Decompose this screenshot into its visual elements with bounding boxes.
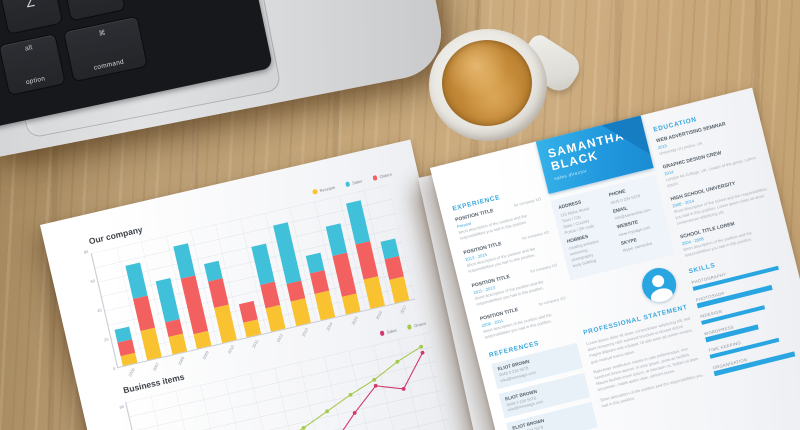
bar-segment-sales [251,243,276,285]
bar-segment-orders [180,275,209,335]
bar-x-tick: 2013 [300,327,309,338]
bar-x-tick: 2016 [374,310,384,321]
legend-label: Sales [386,327,398,335]
bar-x-tick: 2009 [201,350,210,361]
key-c [0,0,1,44]
key-x: X [59,0,126,22]
data-point-sales [401,386,406,391]
contact-section: ADDRESS 123 Alpha Street Town / City State… [550,174,676,281]
coffee-crema [442,40,532,126]
bar-segment-orders [331,252,357,298]
avatar [638,264,680,306]
bar-x-tick: 2006 [127,367,136,378]
legend-item: Orders [406,320,427,330]
legend-item: Orders [372,172,392,181]
legend-dot [372,175,378,181]
line-y-tick: 80 [119,403,125,410]
line-series-sales [161,352,424,430]
bar-y-tick: 80 [83,248,89,255]
key-z: Z [0,0,64,35]
bar-segment-orders [133,295,156,332]
legend-item: Sales [379,328,397,337]
bar-x-tick: 2014 [325,321,334,332]
legend-label: Receipts [319,184,336,194]
data-point-orders [325,409,329,414]
bar-x-tick: 2007 [151,361,161,372]
bar-segment-sales [125,261,149,299]
bar-segment-orders [260,281,281,309]
bar-y-tick: 40 [96,307,103,314]
avatar-person-icon [650,273,666,289]
bar-x-tick: 2015 [349,315,359,326]
legend-dot [406,324,413,330]
references-list: ELIOT BROWN 0049 0 234 5678 eliot@message.… [491,342,598,430]
bar-stack [155,278,187,355]
data-point-orders [301,425,306,430]
bar-x-tick: 2008 [176,355,186,366]
bar-x-tick: 2010 [226,344,235,355]
bar-segment-orders [355,241,379,280]
bar-x-tick: 2012 [275,332,285,344]
data-point-orders [348,392,353,397]
bar-segment-sales [345,200,371,245]
data-point-sales [352,411,357,415]
legend-dot [345,181,351,187]
coffee-cup [429,29,547,141]
legend-label: Orders [379,171,393,180]
legend-label: Sales [351,178,363,186]
key-command: ⌘ command [62,15,149,83]
bar-stack [305,252,336,321]
bar-stack [380,238,410,304]
bar-segment-sales [173,243,196,279]
education-list: WEB ADVERTISING SEMINAR 2015 University of… [656,115,779,259]
bar-x-tick: 2011 [250,338,260,349]
bar-segment-orders [207,278,229,309]
bar-segment-sales [325,223,347,257]
bar-segment-receipts [213,304,237,344]
bar-y-tick: 20 [103,336,109,343]
legend-label: Orders [413,320,427,329]
key-option: alt option [0,33,66,97]
charts-page: Our company Receipts Sales Orders 0 20 40 60 8… [40,139,487,430]
bar-segment-sales [272,221,301,284]
bar-segment-sales [155,278,180,323]
data-point-orders [419,344,424,349]
data-point-orders [395,359,400,364]
legend-dot [379,330,385,337]
data-point-sales [373,383,378,388]
line-series-orders [160,346,422,430]
bar-x-tick: 2017 [399,304,408,315]
data-point-orders [372,377,377,382]
bar-y-tick: 60 [90,278,96,285]
bar-stack [114,326,138,366]
legend-item: Receipts [312,185,335,195]
experience-list: POSITION TITLE for company XO Present Short… [455,196,571,341]
data-point-sales [420,350,425,355]
bar-segment-receipts [140,327,163,361]
skills-list: PHOTOGRAPHY PHOTOSHOP INDESIGN WORDPRESS TIM… [691,257,800,376]
legend-dot [312,189,318,195]
bar-stack [238,300,262,338]
bar-y-tick: 0 [112,365,116,372]
business-line-chart [125,332,459,430]
legend-item: Sales [345,178,363,187]
